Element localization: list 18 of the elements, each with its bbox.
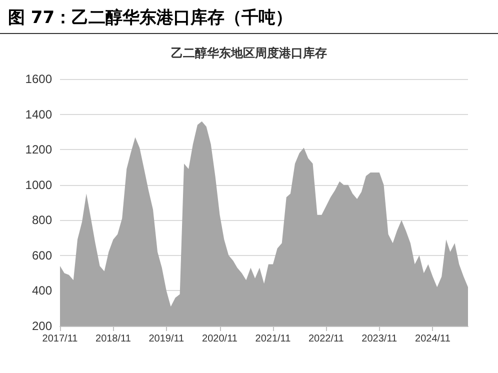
x-tick-label: 2020/11 xyxy=(202,334,238,344)
y-tick-label: 1400 xyxy=(25,107,52,122)
chart-subtitle: 乙二醇华东地区周度港口库存 xyxy=(171,46,327,60)
x-tick-label: 2024/11 xyxy=(415,334,451,344)
y-tick-label: 600 xyxy=(32,248,52,262)
x-tick-label: 2018/11 xyxy=(96,334,132,344)
y-tick-label: 1200 xyxy=(25,142,52,157)
y-tick-label: 1600 xyxy=(25,72,52,86)
x-tick-label: 2022/11 xyxy=(308,334,344,344)
y-tick-label: 200 xyxy=(32,319,52,333)
y-tick-label: 400 xyxy=(32,284,52,298)
x-tick-label: 2023/11 xyxy=(362,334,398,344)
x-tick-label: 2019/11 xyxy=(148,334,185,344)
x-tick-label: 2017/11 xyxy=(42,334,78,344)
y-tick-label: 1000 xyxy=(25,178,52,192)
y-tick-label: 800 xyxy=(32,213,52,228)
x-tick-label: 2021/11 xyxy=(255,334,292,344)
chart-title: 图 77：乙二醇华东港口库存（千吨） xyxy=(0,0,498,34)
